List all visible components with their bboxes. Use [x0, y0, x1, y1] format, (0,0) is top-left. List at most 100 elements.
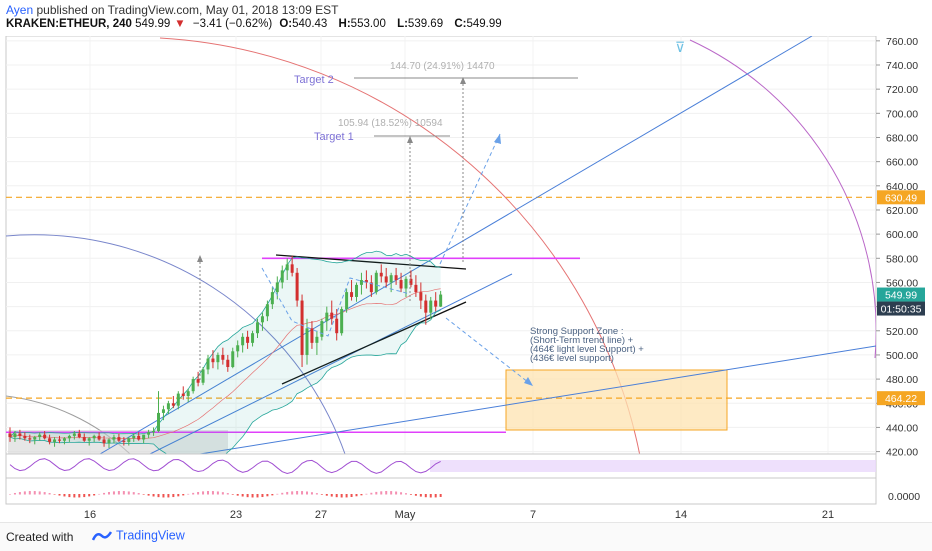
- candle-body: [13, 433, 17, 438]
- triangle-upper-line[interactable]: [275, 254, 467, 270]
- high-value: 553.00: [350, 18, 386, 30]
- price-tick-label: 440.00: [886, 422, 918, 434]
- candle-body: [251, 333, 255, 343]
- candle-body: [389, 275, 393, 283]
- support-zone-line: (Short-Term trend line) +: [530, 335, 634, 346]
- macd-bar: [211, 491, 214, 495]
- macd-bar: [424, 494, 427, 498]
- macd-bar: [53, 494, 56, 495]
- last-price: 549.99: [135, 18, 171, 30]
- macd-bar: [18, 492, 21, 495]
- fib-arc-purple: [689, 39, 876, 359]
- candle-body: [87, 438, 91, 441]
- macd-bar: [360, 494, 363, 496]
- macd-bar: [43, 492, 46, 495]
- candle-body: [285, 264, 289, 271]
- candle-body: [275, 282, 279, 293]
- candle-body: [53, 439, 57, 442]
- published-text: published on TradingView.com, May 01, 20…: [36, 3, 339, 17]
- macd-bar: [434, 494, 437, 498]
- projection-path-down: [445, 317, 534, 387]
- time-tick-labels: 16 23 27 May 7 14 21: [84, 509, 834, 521]
- macd-bar: [167, 494, 170, 498]
- macd-bar: [9, 494, 11, 495]
- macd-histogram: [9, 491, 442, 498]
- chart-header: Ayen published on TradingView.com, May 0…: [0, 0, 932, 36]
- rsi-line: [9, 458, 441, 475]
- candle-body: [137, 435, 141, 440]
- macd-bar: [400, 492, 403, 495]
- brand-text: TradingView: [116, 528, 185, 543]
- plot-area[interactable]: [5, 36, 877, 505]
- support-zone-rect[interactable]: [505, 369, 728, 431]
- price-tags: 630.49 549.99 01:50:35 464.22: [877, 190, 925, 406]
- candle-body: [280, 270, 284, 283]
- candle-body: [295, 272, 299, 301]
- close-label: C:: [454, 18, 467, 30]
- candle-body: [409, 278, 413, 285]
- price-axis-panel[interactable]: [876, 36, 926, 504]
- candle-body: [62, 438, 66, 441]
- author-name[interactable]: Ayen: [6, 3, 34, 17]
- symbol-label[interactable]: KRAKEN:ETHEUR, 240: [6, 18, 132, 30]
- macd-bar: [207, 491, 209, 495]
- macd-bar: [231, 494, 234, 495]
- macd-bar: [325, 494, 328, 496]
- macd-bar: [370, 492, 373, 495]
- price-tag-bg: [877, 190, 925, 205]
- arrow-up-icon: [197, 255, 203, 262]
- support-zone-line: (436€ level support): [530, 353, 614, 364]
- triangle-lower-line[interactable]: [281, 301, 467, 385]
- candle-body: [92, 435, 96, 439]
- candle-body: [424, 300, 428, 313]
- candle-body: [335, 318, 339, 334]
- macd-bar: [395, 491, 398, 495]
- macd-bar: [429, 494, 432, 498]
- arrow-down-icon: [524, 377, 533, 386]
- price-tick-label: 760.00: [886, 36, 918, 48]
- macd-bar: [103, 492, 106, 495]
- candle-body: [28, 438, 32, 440]
- price-tick-label: 700.00: [886, 108, 918, 120]
- macd-bar: [68, 494, 71, 498]
- candle-body: [201, 369, 205, 383]
- candle-body: [211, 358, 215, 363]
- time-tick-label: 7: [530, 509, 536, 521]
- long-trend-line[interactable]: [99, 36, 813, 454]
- price-chart[interactable]: 760.00 740.00 720.00 700.00 680.00 660.00 640.…: [0, 36, 932, 522]
- candle-body: [226, 359, 230, 368]
- candle-body: [43, 434, 47, 439]
- support-trend-line[interactable]: [199, 345, 876, 454]
- macd-bar: [112, 491, 115, 495]
- macd-bar: [409, 494, 412, 495]
- price-tag-label: 464.22: [885, 393, 917, 405]
- candle-body: [414, 284, 418, 293]
- macd-bar: [390, 491, 393, 495]
- price-tag-label: 549.99: [885, 290, 917, 302]
- candle-body: [206, 358, 210, 370]
- price-tick-label: 640.00: [886, 181, 918, 193]
- rsi-panel: [5, 453, 877, 479]
- short-trend-line[interactable]: [149, 273, 513, 454]
- tradingview-link[interactable]: TradingView: [92, 528, 185, 543]
- candle-body: [419, 292, 423, 301]
- macd-bar: [266, 494, 269, 497]
- candle-body: [117, 437, 121, 441]
- projection-arrows: [197, 77, 578, 387]
- macd-bar: [122, 491, 125, 495]
- macd-bar: [256, 494, 259, 498]
- macd-bar: [172, 494, 175, 498]
- open-label: O:: [279, 18, 293, 30]
- macd-bar: [226, 493, 229, 495]
- candle-body: [374, 272, 378, 293]
- candle-body: [345, 292, 349, 310]
- footer-bar: Created with TradingView: [0, 522, 932, 551]
- target2-label[interactable]: Target 2: [294, 74, 334, 86]
- target1-label[interactable]: Target 1: [314, 131, 354, 143]
- candle-body: [161, 409, 165, 413]
- macd-bar: [142, 494, 145, 495]
- candle-body: [359, 280, 363, 285]
- candle-body: [166, 403, 170, 410]
- macd-bar: [182, 494, 185, 496]
- candle-body: [72, 433, 76, 436]
